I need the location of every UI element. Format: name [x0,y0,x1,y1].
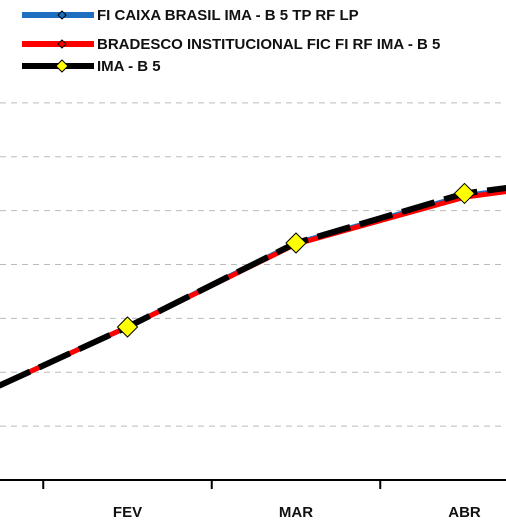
legend-marker [57,10,67,20]
marker [453,182,476,205]
x-tick-label: MAR [279,504,313,521]
legend-label: FI CAIXA BRASIL IMA - B 5 TP RF LP [97,7,359,24]
legend-marker [55,59,69,73]
legend-marker [57,39,67,49]
x-tick-label: ABR [448,504,481,521]
legend-label: IMA - B 5 [97,58,161,75]
series-line [0,184,506,389]
x-tick-label: FEV [113,504,142,521]
legend-label: BRADESCO INSTITUCIONAL FIC FI RF IMA - B… [97,36,440,53]
plot-area [0,182,506,389]
marker [285,232,307,254]
series-line [0,189,506,389]
marker [116,316,139,338]
